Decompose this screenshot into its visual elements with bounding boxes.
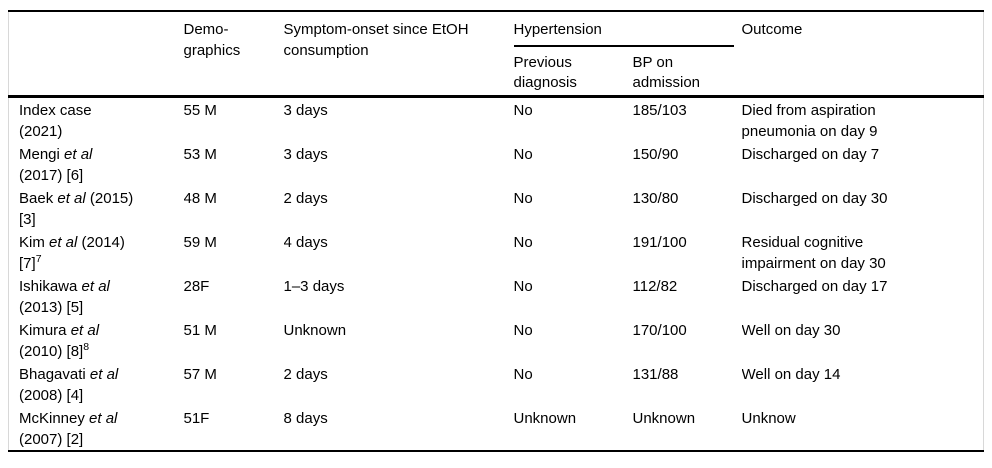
study-cell: Bhagavati et al (2008) [4]	[19, 366, 119, 404]
demographics-cell: 53 M	[183, 146, 217, 163]
study-cell: Ishikawa et al (2013) [5]	[19, 278, 110, 316]
previous-diagnosis-cell: No	[513, 190, 533, 207]
page: Demo- graphics Symptom-onset since EtOH …	[0, 10, 992, 468]
table-header: Demo- graphics Symptom-onset since EtOH …	[8, 11, 984, 97]
symptom-onset-cell: 2 days	[283, 190, 328, 207]
study-cell: Index case (2021)	[19, 102, 92, 140]
symptom-onset-cell: 2 days	[283, 366, 328, 383]
outcome-cell: Unknow	[741, 410, 796, 427]
outcome-cell: Discharged on day 30	[741, 190, 888, 207]
demographics-cell: 28F	[183, 278, 210, 295]
table-row: Ishikawa et al (2013) [5] 28F 1–3 days No 11…	[9, 274, 984, 318]
col-header-previous-diagnosis: Previous diagnosis	[513, 53, 577, 92]
table-row: Bhagavati et al (2008) [4] 57 M 2 days No 13…	[9, 362, 984, 406]
study-cell: Mengi et al (2017) [6]	[19, 146, 93, 184]
table-row: McKinney et al (2007) [2] 51F 8 days Unknow…	[9, 406, 984, 451]
outcome-cell: Discharged on day 17	[741, 278, 888, 295]
symptom-onset-cell: 4 days	[283, 234, 328, 251]
previous-diagnosis-cell: No	[513, 102, 533, 119]
symptom-onset-cell: 3 days	[283, 146, 328, 163]
bp-admission-cell: 112/82	[632, 278, 678, 295]
study-cell: Baek et al (2015) [3]	[19, 190, 134, 228]
symptom-onset-cell: 1–3 days	[283, 278, 345, 295]
hypertension-group-label: Hypertension	[513, 12, 734, 47]
outcome-cell: Well on day 30	[741, 322, 841, 339]
table-row: Mengi et al (2017) [6] 53 M 3 days No 150/90…	[9, 142, 984, 186]
previous-diagnosis-cell: Unknown	[513, 410, 577, 427]
bp-admission-cell: 150/90	[632, 146, 679, 163]
bp-admission-cell: 185/103	[632, 102, 687, 119]
study-cell: Kim et al (2014) [7]7	[19, 234, 125, 272]
study-cell: McKinney et al (2007) [2]	[19, 410, 118, 448]
previous-diagnosis-cell: No	[513, 322, 533, 339]
previous-diagnosis-cell: No	[513, 146, 533, 163]
table-row: Kim et al (2014) [7]7 59 M 4 days No 191/100…	[9, 230, 984, 274]
bp-admission-cell: 191/100	[632, 234, 687, 251]
outcome-cell: Well on day 14	[741, 366, 841, 383]
header-row-group: Demo- graphics Symptom-onset since EtOH …	[9, 11, 984, 59]
outcome-cell: Discharged on day 7	[741, 146, 880, 163]
bp-admission-cell: 131/88	[632, 366, 679, 383]
demographics-cell: 51F	[183, 410, 210, 427]
previous-diagnosis-cell: No	[513, 234, 533, 251]
demographics-cell: 48 M	[183, 190, 217, 207]
col-header-hypertension-group: Hypertension	[513, 11, 742, 47]
table-row: Kimura et al (2010) [8]8 51 M Unknown No 170…	[9, 318, 984, 362]
outcome-cell: Residual cognitive impairment on day 30	[741, 234, 886, 272]
symptom-onset-cell: Unknown	[283, 322, 347, 339]
outcome-cell: Died from aspiration pneumonia on day 9	[741, 102, 878, 140]
bp-admission-cell: 130/80	[632, 190, 679, 207]
symptom-onset-cell: 3 days	[283, 102, 328, 119]
table-body: Index case (2021) 55 M 3 days No 185/103 Died…	[9, 97, 984, 452]
case-comparison-table: Demo- graphics Symptom-onset since EtOH …	[8, 10, 985, 452]
col-header-symptom-onset: Symptom-onset since EtOH consumption	[283, 21, 469, 59]
header-row-sub: Previous diagnosis BP on admission	[9, 47, 984, 97]
demographics-cell: 59 M	[183, 234, 217, 251]
table-row: Baek et al (2015) [3] 48 M 2 days No 130/80 D…	[9, 186, 984, 230]
previous-diagnosis-cell: No	[513, 278, 533, 295]
demographics-cell: 55 M	[183, 102, 217, 119]
table-row: Index case (2021) 55 M 3 days No 185/103 Died…	[9, 97, 984, 143]
col-header-bp-admission: BP on admission	[632, 53, 701, 92]
col-header-outcome: Outcome	[741, 21, 803, 38]
col-header-study	[9, 11, 184, 97]
previous-diagnosis-cell: No	[513, 366, 533, 383]
bp-admission-cell: Unknown	[632, 410, 696, 427]
symptom-onset-cell: 8 days	[283, 410, 328, 427]
col-header-demographics: Demo- graphics	[183, 21, 241, 59]
demographics-cell: 51 M	[183, 322, 217, 339]
demographics-cell: 57 M	[183, 366, 217, 383]
bp-admission-cell: 170/100	[632, 322, 687, 339]
study-cell: Kimura et al (2010) [8]8	[19, 322, 100, 360]
